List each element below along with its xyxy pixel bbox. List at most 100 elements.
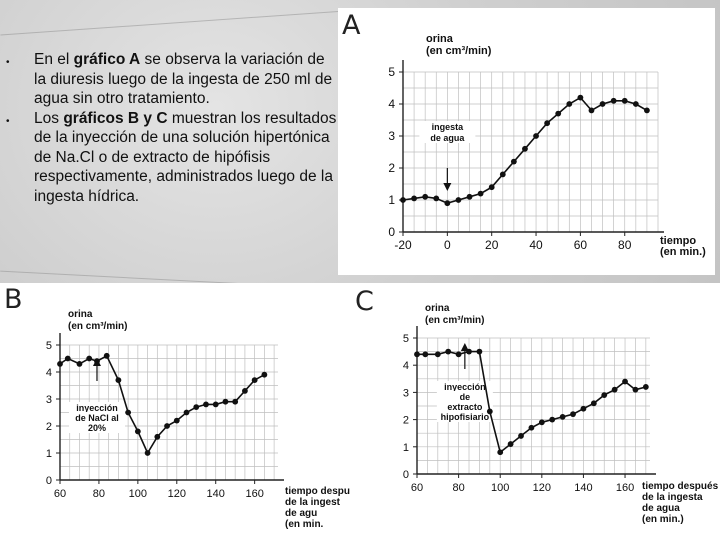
x-tick-label: 60: [574, 238, 588, 252]
x-axis-label: de agu: [285, 508, 317, 519]
data-point: [499, 171, 506, 178]
data-point: [251, 377, 258, 383]
data-point: [203, 401, 209, 408]
y-tick-label: 1: [46, 448, 52, 460]
data-point: [86, 355, 93, 362]
annotation-label: de agua: [430, 133, 465, 143]
y-tick-label: 5: [388, 65, 395, 79]
data-point: [414, 351, 420, 358]
data-point: [466, 193, 473, 200]
data-point: [445, 348, 452, 355]
bullet-text-2: Los gráficos B y C muestran los resultad…: [34, 109, 339, 207]
annotation-backdrop: [419, 132, 476, 143]
data-point: [590, 400, 597, 407]
annotation-label: de NaCl al: [75, 413, 119, 423]
data-point: [477, 190, 484, 197]
data-point: [455, 197, 462, 203]
y-axis-label: orina: [68, 309, 93, 320]
data-point: [533, 133, 539, 139]
y-tick-label: 2: [46, 421, 52, 433]
x-tick-label: 120: [168, 488, 186, 500]
data-point: [115, 377, 122, 383]
data-point: [611, 386, 618, 393]
annotation-backdrop: [436, 381, 493, 392]
chart-b: 0 1 2 3 4 5 60 80 100 120 140 160 orina(en cm³/min) t…: [46, 309, 356, 530]
data-point: [94, 358, 100, 365]
data-point: [601, 392, 608, 399]
y-tick-label: 1: [403, 442, 409, 454]
data-point: [434, 351, 441, 358]
annotation-label: extracto: [447, 402, 483, 412]
data-point: [422, 351, 429, 358]
data-point: [466, 348, 472, 355]
y-axis-label: (en cm³/min): [425, 315, 484, 326]
data-point: [622, 378, 628, 385]
data-point: [103, 352, 110, 359]
data-point: [549, 416, 556, 423]
data-point: [544, 120, 551, 127]
data-point: [621, 97, 628, 104]
text-run: Los: [34, 109, 64, 127]
x-axis-label: (en min.): [660, 246, 706, 258]
data-point: [610, 97, 617, 104]
y-tick-label: 2: [403, 415, 409, 427]
x-tick-label: 0: [444, 238, 451, 252]
data-point: [570, 411, 576, 418]
chart-panel-a: 0 1 2 3 4 5 -20 0 20 40 60 80 orina (en cm³/min) tiemp…: [338, 8, 715, 275]
data-point: [144, 450, 151, 456]
data-point: [411, 195, 417, 202]
data-point: [400, 197, 406, 203]
bullet-text-1: En el gráfico A se observa la variación …: [34, 50, 339, 109]
x-tick-label: 160: [245, 488, 263, 500]
data-point: [232, 398, 239, 405]
series-line: [59, 354, 265, 455]
chart-panel-c: 0 1 2 3 4 5 60 80 100 120 140 160 orina (en cm³/min) t…: [350, 283, 720, 540]
data-point: [64, 355, 71, 362]
data-point: [632, 386, 639, 393]
annotation-label: ingesta: [432, 122, 465, 132]
data-point: [497, 449, 504, 456]
data-point: [632, 101, 639, 107]
x-axis-label: (en min.: [285, 519, 324, 530]
data-point: [57, 361, 63, 367]
y-tick-label: 2: [388, 161, 395, 175]
data-point: [510, 158, 517, 165]
chart-b-letter: B: [4, 284, 23, 315]
data-point: [588, 107, 595, 114]
y-tick-label: 3: [46, 394, 52, 406]
data-point: [444, 200, 451, 207]
text-run: En el: [34, 51, 74, 68]
data-point: [599, 101, 606, 107]
data-point: [76, 361, 83, 367]
data-point: [154, 433, 161, 440]
y-tick-label: 5: [46, 340, 52, 352]
data-point: [212, 401, 219, 408]
chart-c: 0 1 2 3 4 5 60 80 100 120 140 160 orina(en cm³/min) t…: [403, 303, 719, 525]
data-point: [222, 398, 229, 405]
bullet-glyph: •: [6, 57, 10, 68]
text-run-bold: gráficos B y C: [63, 109, 168, 127]
x-tick-label: 80: [93, 488, 105, 500]
y-tick-label: 5: [403, 333, 409, 345]
x-tick-label: 60: [54, 488, 66, 500]
x-tick-label: 60: [411, 482, 423, 494]
data-point: [183, 409, 190, 416]
x-tick-label: 140: [207, 488, 225, 500]
y-tick-label: 3: [403, 387, 409, 399]
x-axis-label: de la ingest: [285, 497, 341, 508]
data-point: [125, 409, 132, 416]
data-point: [644, 107, 650, 114]
annotation-arrow-head: [460, 343, 469, 351]
y-tick-label: 0: [388, 225, 395, 239]
data-point: [173, 417, 180, 424]
data-point: [164, 423, 170, 429]
data-point: [555, 110, 562, 117]
x-axis-label: (en min.): [642, 514, 684, 525]
x-tick-label: 140: [574, 482, 592, 494]
data-point: [528, 424, 535, 431]
data-point: [261, 371, 268, 378]
data-point: [242, 388, 248, 394]
y-tick-label: 4: [388, 97, 395, 111]
x-tick-label: 160: [616, 482, 634, 494]
